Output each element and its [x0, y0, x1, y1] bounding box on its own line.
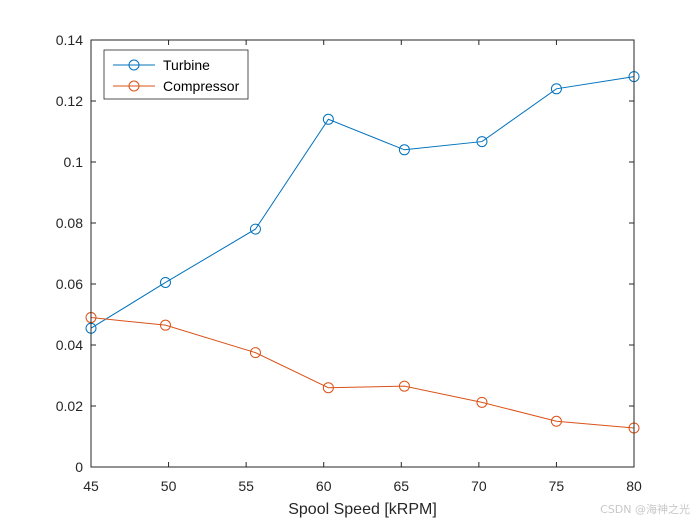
data-point-compressor [249, 347, 261, 359]
x-axis-ticks: 45 50 55 60 65 70 75 80 [83, 40, 642, 494]
x-axis-label: Spool Speed [kRPM] [288, 501, 437, 518]
legend-marker-compressor [128, 80, 140, 92]
y-tick-label: 0.04 [56, 337, 83, 353]
x-tick-label: 70 [471, 478, 487, 494]
legend-box [103, 49, 249, 100]
x-tick-label: 55 [238, 478, 254, 494]
y-tick-label: 0.02 [56, 398, 83, 414]
x-tick-label: 45 [83, 478, 99, 494]
y-tick-label: 0.08 [56, 215, 83, 231]
data-point-compressor [159, 319, 171, 331]
x-tick-label: 75 [549, 478, 565, 494]
axes-box [90, 39, 635, 468]
legend-label-compressor: Compressor [163, 78, 240, 94]
data-point-turbine [249, 223, 261, 235]
legend: Turbine Compressor [103, 49, 249, 100]
data-point-turbine [322, 113, 334, 125]
watermark: CSDN @海神之光 [600, 503, 690, 516]
series-line-compressor [90, 317, 635, 429]
y-tick-label: 0.06 [56, 276, 83, 292]
plot-area-background [91, 40, 634, 467]
legend-label-turbine: Turbine [163, 57, 210, 73]
y-axis-ticks: 0 0.02 0.04 0.06 0.08 0.1 0.12 0.14 [56, 32, 634, 475]
data-point-turbine [398, 144, 410, 156]
legend-marker-turbine [128, 59, 140, 71]
data-point-compressor [476, 396, 488, 408]
y-tick-label: 0.1 [64, 154, 84, 170]
data-point-turbine [159, 276, 171, 288]
y-tick-label: 0.12 [56, 93, 83, 109]
data-point-compressor [550, 415, 562, 427]
data-point-turbine [550, 83, 562, 95]
x-tick-label: 65 [393, 478, 409, 494]
x-tick-label: 50 [161, 478, 177, 494]
x-tick-label: 80 [626, 478, 642, 494]
series-line-turbine [90, 76, 635, 329]
x-tick-label: 60 [316, 478, 332, 494]
y-tick-label: 0.14 [56, 32, 83, 48]
data-point-compressor [398, 380, 410, 392]
y-tick-label: 0 [75, 459, 83, 475]
data-point-compressor [322, 382, 334, 394]
data-point-turbine [476, 136, 488, 148]
